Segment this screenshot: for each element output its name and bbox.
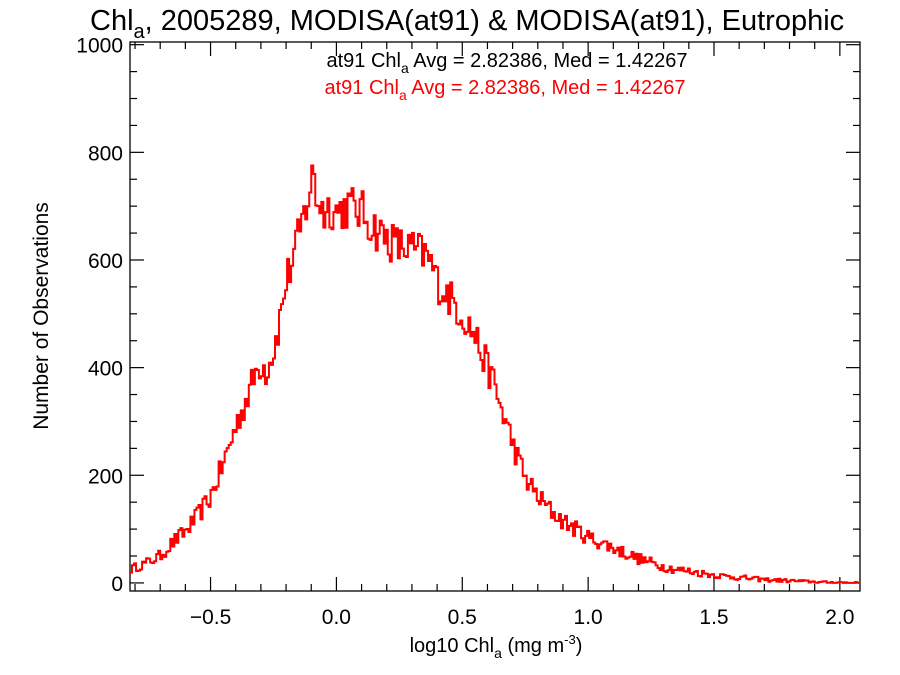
x-axis-label: log10 Chla (mg m-3) <box>410 632 583 661</box>
y-axis-label: Number of Observations <box>30 202 53 430</box>
axis-ticks <box>130 42 860 591</box>
y-tick-label: 0 <box>111 573 123 596</box>
annotation-black: at91 Chla Avg = 2.82386, Med = 1.42267 <box>326 50 687 76</box>
x-tick-label: 0.0 <box>322 606 351 629</box>
histogram-series-line <box>130 164 860 584</box>
y-tick-label: 400 <box>88 358 123 381</box>
x-tick-label: 0.5 <box>448 606 477 629</box>
series-layer <box>130 164 860 584</box>
x-tick-label: 2.0 <box>825 606 854 629</box>
y-tick-label: 600 <box>88 250 123 273</box>
y-tick-label: 1000 <box>76 35 123 58</box>
x-tick-label: −0.5 <box>190 606 231 629</box>
chart-title: Chla, 2005289, MODISA(at91) & MODISA(at9… <box>90 5 844 43</box>
plot-frame <box>129 41 861 592</box>
tick-labels: −0.5 0.0 0.5 1.0 1.5 2.0 0 200 400 600 800 1000 <box>76 35 854 629</box>
annotation-red: at91 Chla Avg = 2.82386, Med = 1.42267 <box>324 77 685 103</box>
y-tick-label: 200 <box>88 465 123 488</box>
x-tick-label: 1.0 <box>574 606 603 629</box>
x-tick-label: 1.5 <box>699 606 728 629</box>
y-tick-label: 800 <box>88 142 123 165</box>
